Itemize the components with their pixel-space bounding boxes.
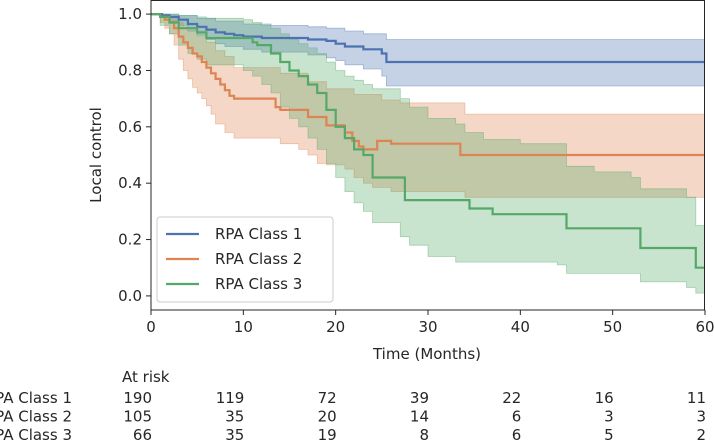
at-risk-title: At risk: [122, 368, 170, 386]
at-risk-count: 35: [225, 426, 244, 444]
y-tick-label: 0.0: [118, 287, 142, 305]
x-tick-label: 60: [695, 318, 714, 336]
at-risk-count: 8: [419, 426, 429, 444]
at-risk-count: 3: [604, 408, 614, 426]
at-risk-count: 3: [696, 408, 706, 426]
y-tick-label: 0.6: [118, 118, 142, 136]
legend: RPA Class 1 RPA Class 2 RPA Class 3: [156, 216, 334, 303]
at-risk-count: 16: [595, 389, 614, 407]
at-risk-count: 39: [410, 389, 429, 407]
y-tick-label: 0.8: [118, 61, 142, 79]
at-risk-row-label: RPA Class 2: [0, 408, 72, 426]
at-risk-count: 35: [225, 408, 244, 426]
survival-line-rpa-class-3: [151, 13, 705, 269]
at-risk-count: 14: [410, 408, 429, 426]
y-tick-label: 1.0: [118, 5, 142, 23]
at-risk-count: 105: [123, 408, 152, 426]
at-risk-count: 5: [604, 426, 614, 444]
at-risk-count: 72: [318, 389, 337, 407]
survival-line-rpa-class-1: [151, 13, 705, 64]
survival-line-rpa-class-2: [151, 13, 705, 157]
at-risk-table: At risk RPA Class 1 190 119 72 39 22 16 11 RPA C…: [0, 368, 706, 444]
legend-label-rpa-class-3: RPA Class 3: [215, 275, 302, 293]
x-tick-label: 10: [234, 318, 253, 336]
at-risk-count: 66: [133, 426, 152, 444]
at-risk-count: 2: [696, 426, 706, 444]
x-axis-title: Time (Months): [372, 345, 481, 363]
at-risk-count: 22: [502, 389, 521, 407]
x-tick-label: 20: [326, 318, 345, 336]
at-risk-count: 20: [318, 408, 337, 426]
at-risk-row-label: RPA Class 1: [0, 389, 72, 407]
at-risk-count: 6: [512, 426, 522, 444]
x-tick-label: 40: [511, 318, 530, 336]
at-risk-count: 6: [512, 408, 522, 426]
y-axis-title: Local control: [87, 107, 105, 203]
y-tick-label: 0.4: [118, 174, 142, 192]
at-risk-count: 19: [318, 426, 337, 444]
at-risk-count: 11: [687, 389, 706, 407]
legend-label-rpa-class-1: RPA Class 1: [215, 225, 302, 243]
at-risk-count: 190: [123, 389, 152, 407]
at-risk-count: 119: [216, 389, 245, 407]
x-tick-label: 0: [146, 318, 156, 336]
ci-band-rpa-class-2: [151, 13, 705, 198]
x-tick-label: 50: [603, 318, 622, 336]
x-tick-label: 30: [418, 318, 437, 336]
legend-box: [156, 216, 334, 303]
legend-label-rpa-class-2: RPA Class 2: [215, 250, 302, 268]
at-risk-row-label: RPA Class 3: [0, 426, 72, 444]
y-tick-label: 0.2: [118, 231, 142, 249]
